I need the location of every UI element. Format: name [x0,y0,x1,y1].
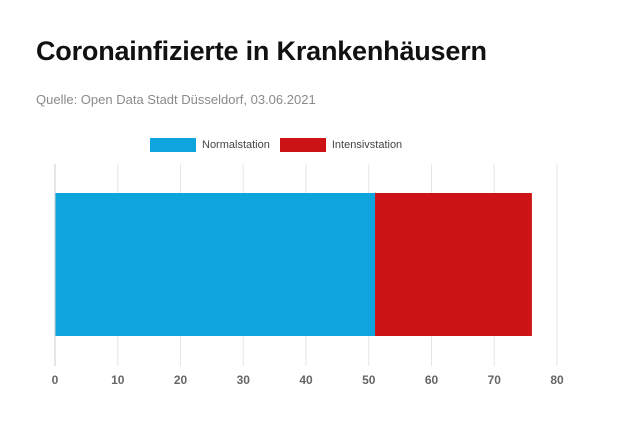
chart-subtitle: Quelle: Open Data Stadt Düsseldorf, 03.0… [36,92,316,107]
legend-label-intensivstation: Intensivstation [331,139,403,151]
x-tick-label-40: 40 [299,373,313,387]
chart-legend: Normalstation Intensivstation [150,138,412,152]
x-tick-label-50: 50 [362,373,376,387]
x-tick-label-60: 60 [425,373,439,387]
x-tick-label-0: 0 [52,373,59,387]
legend-swatch-normalstation [150,138,196,152]
x-tick-label-10: 10 [111,373,125,387]
legend-item-intensivstation[interactable]: Intensivstation [279,138,403,152]
legend-item-normalstation[interactable]: Normalstation [150,138,270,152]
legend-swatch-intensivstation [279,138,326,152]
bar-intensivstation[interactable] [375,193,532,336]
bar-normalstation[interactable] [55,193,376,336]
x-tick-label-70: 70 [488,373,502,387]
x-tick-label-80: 80 [550,373,564,387]
chart-title: Coronainfizierte in Krankenhäusern [36,36,487,66]
legend-label-normalstation: Normalstation [202,139,270,151]
x-tick-label-30: 30 [237,373,251,387]
x-tick-label-20: 20 [174,373,188,387]
